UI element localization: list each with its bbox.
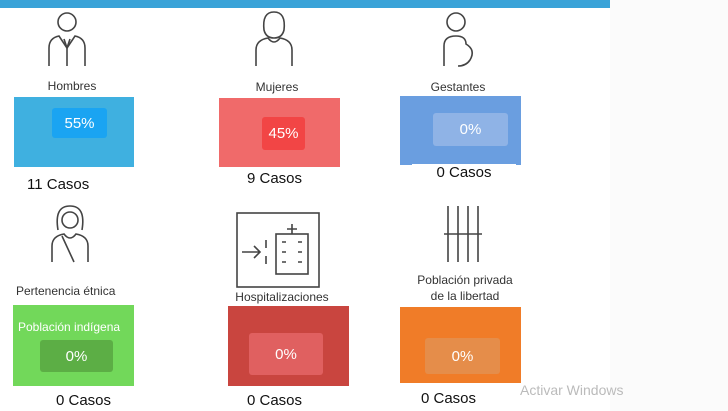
hospital-icon (236, 212, 320, 288)
man-icon (48, 12, 86, 66)
percent: 0% (249, 333, 323, 375)
card-label: Hombres (47, 79, 97, 93)
pregnant-icon (443, 12, 474, 67)
cases: 0 Casos (412, 164, 516, 181)
card-label: Pertenencia étnica (16, 284, 116, 298)
percent: 0% (433, 113, 508, 146)
prison-icon (444, 206, 482, 262)
cases: 0 Casos (417, 390, 481, 407)
cases: 11 Casos (23, 176, 94, 193)
card-label: de la libertad (430, 289, 500, 303)
side-panel (610, 0, 728, 411)
card-label: Población privada (417, 273, 513, 287)
cases: 0 Casos (52, 392, 116, 409)
percent: 45% (262, 117, 305, 150)
card-sublabel: Población indígena (18, 320, 121, 334)
watermark: Activar Windows (520, 382, 624, 398)
card-label: Gestantes (430, 80, 486, 94)
percent: 0% (40, 340, 113, 372)
percent: 55% (52, 108, 107, 138)
percent: 0% (425, 338, 500, 374)
cases: 9 Casos (243, 170, 307, 187)
top-bar (0, 0, 610, 8)
ethnic-icon (51, 205, 89, 263)
cases: 0 Casos (243, 392, 307, 409)
card-label: Mujeres (255, 80, 299, 94)
card-label: Hospitalizaciones (235, 290, 329, 304)
woman-icon (255, 11, 293, 66)
